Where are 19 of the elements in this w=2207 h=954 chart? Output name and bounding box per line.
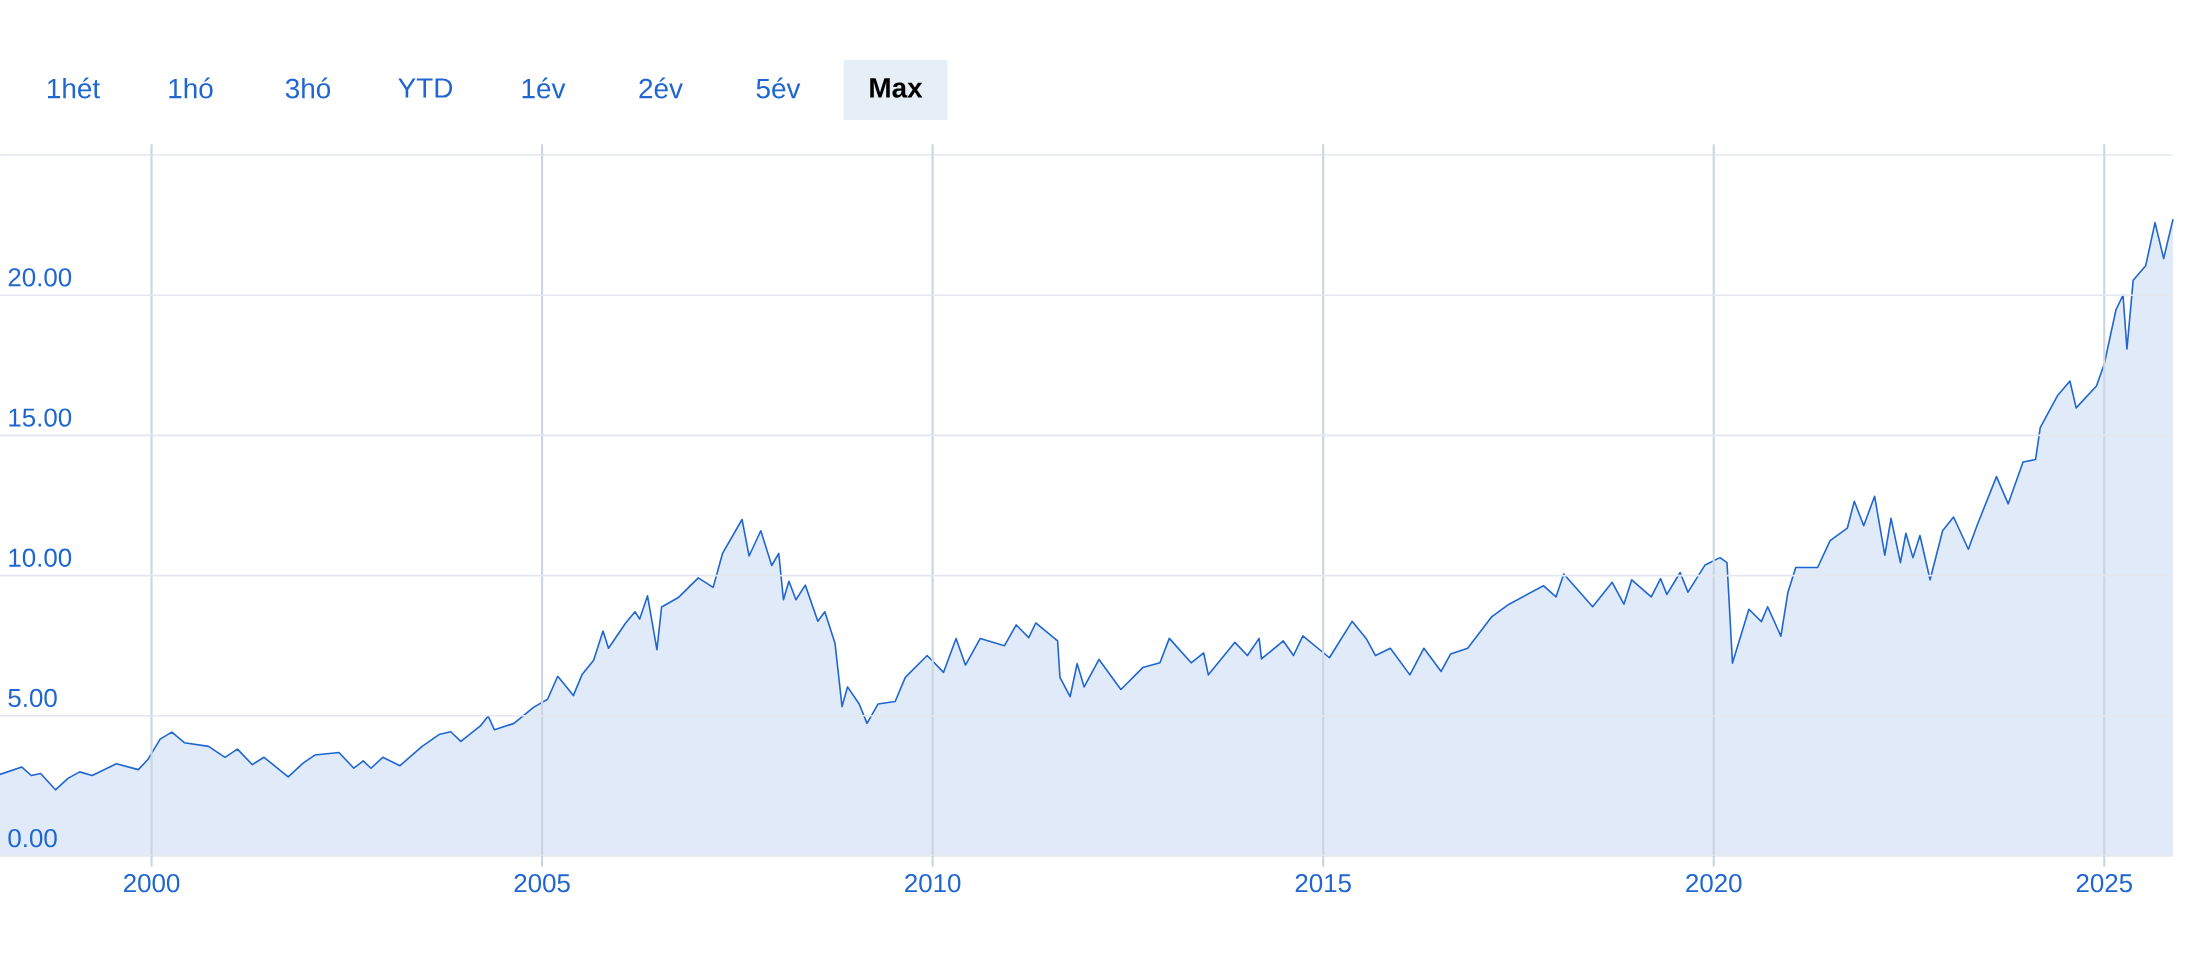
text: 1hét bbox=[47, 77, 100, 99]
y-tick-label: 15.00 bbox=[9, 408, 72, 427]
x-tick-label: 2015 bbox=[1295, 873, 1351, 893]
x-tick-label: 2000 bbox=[124, 873, 180, 893]
text: YTD bbox=[398, 78, 453, 98]
x-tick-label: 2005 bbox=[514, 873, 570, 893]
x-tick-label: 2020 bbox=[1686, 873, 1742, 893]
text: 5év bbox=[756, 77, 801, 99]
x-tick-label: 2010 bbox=[905, 873, 961, 893]
x-tick-label: 2025 bbox=[2076, 873, 2132, 893]
y-tick-label: 10.00 bbox=[9, 548, 72, 567]
y-tick-label: 5.00 bbox=[8, 688, 57, 708]
text: 1év bbox=[522, 77, 566, 99]
text: Max bbox=[870, 78, 923, 98]
y-tick-label: 0.00 bbox=[8, 828, 57, 848]
text: 3hó bbox=[285, 77, 331, 99]
y-tick-label: 20.00 bbox=[8, 268, 72, 287]
text: 1hó bbox=[169, 77, 213, 99]
text: 2év bbox=[639, 77, 683, 99]
